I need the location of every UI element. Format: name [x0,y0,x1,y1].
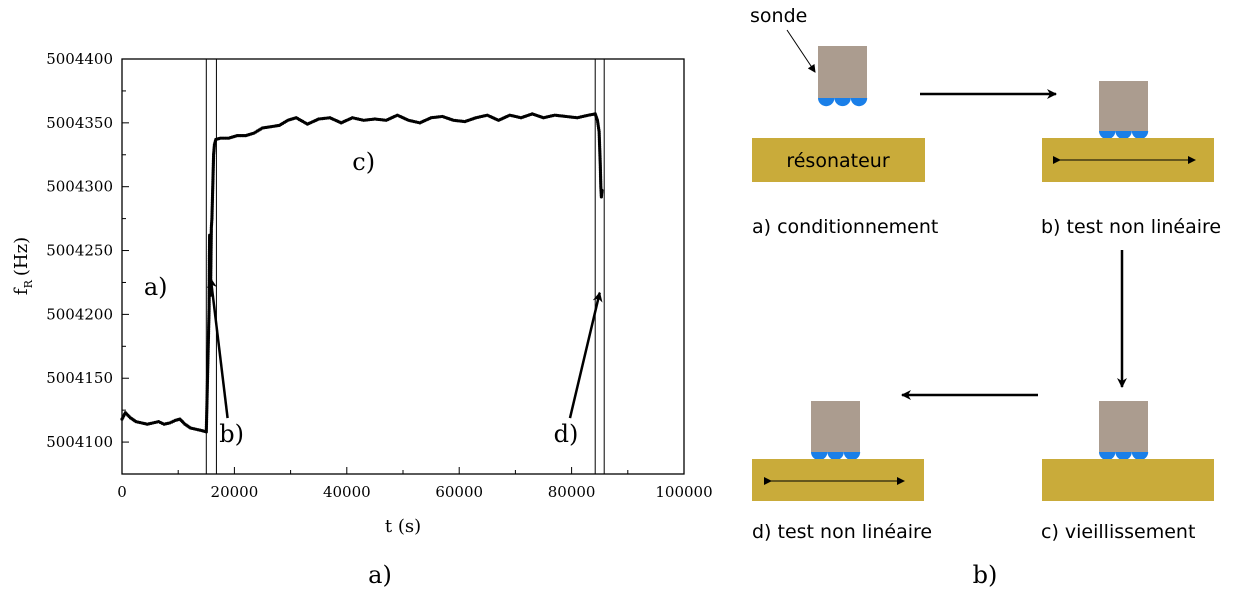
annotation-label-c: c) [352,148,375,176]
contact-bump [1099,131,1116,140]
probe-c [1099,401,1148,452]
contact-bump [1099,452,1116,461]
x-axis-label: t (s) [385,516,421,537]
svg-text:fR(Hz): fR (Hz) [11,237,35,295]
x-axis-ticks: 0 20000 40000 60000 80000 100000 [117,467,713,501]
x-tick-label: 40000 [323,483,371,501]
contact-bump [827,452,844,461]
contacts-d [811,452,861,461]
x-tick-label: 20000 [211,483,259,501]
probe-b [1099,81,1148,131]
contact-bump [1131,452,1149,461]
x-tick-label: 0 [117,483,127,501]
y-tick-label: 5004350 [46,114,113,132]
right-panel-caption: b) [973,561,998,589]
probe-a [818,46,867,98]
left-panel-caption: a) [368,561,392,589]
y-axis-ticks: 5004100 5004150 5004200 5004250 5004300 50043… [46,50,129,451]
y-tick-label: 5004300 [46,178,113,196]
step-a-conditionnement: résonateur a) conditionnement [752,46,938,238]
highlight-bands [205,58,605,475]
x-tick-label: 60000 [435,483,483,501]
step-c-vieillissement: c) vieillissement [1041,401,1214,543]
y-tick-label: 5004200 [46,305,113,323]
contacts-a [818,98,868,107]
y-tick-label: 5004250 [46,242,113,260]
contact-bump [843,452,861,461]
contacts-c [1099,452,1149,461]
contact-bump [1131,131,1149,140]
y-axis-label: fR (Hz) [11,237,35,295]
contact-bump [1115,452,1132,461]
step-b-caption: b) test non linéaire [1041,216,1221,238]
contact-bump [834,98,851,107]
contact-bump [850,98,868,107]
step-a-caption: a) conditionnement [752,216,938,238]
annotation-label-d: d) [554,420,579,448]
y-axis-label-unit: (Hz) [11,237,32,276]
resonator-label: résonateur [786,150,889,172]
contact-bump [1115,131,1132,140]
step-b-test-non-lineaire: b) test non linéaire [1041,81,1221,238]
frequency-chart: 0 20000 40000 60000 80000 100000 500410050041… [11,50,713,589]
contacts-b [1099,131,1149,140]
resonator-a [752,138,925,182]
annotation-arrow-b [206,277,229,419]
annotation-arrow-d [568,291,603,419]
y-tick-label: 5004150 [46,369,113,387]
y-axis-label-main: f [11,287,32,295]
resonator-d [752,459,924,501]
contact-bump [818,98,835,107]
resonator-c [1042,459,1214,501]
y-axis-label-subscript: R [22,279,35,288]
highlight-band-1 [594,58,605,475]
data-point [600,188,604,193]
process-diagram: sonde résonateur a) conditionnement b) t… [750,5,1221,589]
x-tick-label: 80000 [548,483,596,501]
probe-pointer-arrow [786,29,816,73]
annotation-label-b: b) [219,420,244,448]
chart-annotations: a) b) c) d) [144,148,603,448]
probe-label: sonde [750,5,807,27]
highlight-band-0 [205,58,217,475]
y-tick-label: 5004400 [46,50,113,68]
contact-bump [811,452,828,461]
annotation-label-a: a) [144,273,168,301]
data-series [120,112,604,434]
y-tick-label: 5004100 [46,433,113,451]
step-d-caption: d) test non linéaire [752,521,932,543]
probe-d [811,401,860,452]
step-c-caption: c) vieillissement [1041,521,1195,543]
step-d-test-non-lineaire: d) test non linéaire [752,401,932,543]
x-tick-label: 100000 [655,483,712,501]
